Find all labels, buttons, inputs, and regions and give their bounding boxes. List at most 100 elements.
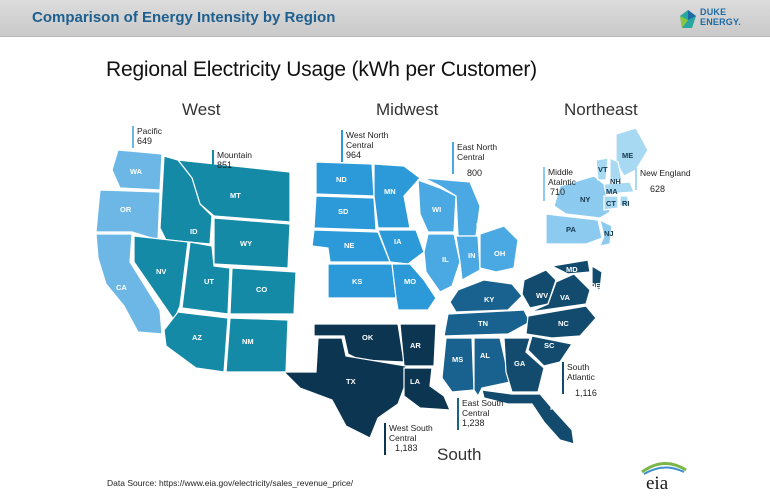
label-mi: MI [476, 221, 484, 230]
label-sc: SC [544, 341, 555, 350]
state-al [473, 337, 511, 398]
region-northeast: Northeast [564, 100, 638, 119]
state-mn [373, 163, 421, 229]
mountain-division [133, 155, 297, 373]
wnc-name1: West North [346, 130, 389, 140]
label-wv: WV [536, 291, 548, 300]
wsc-name2: Central [389, 433, 417, 443]
state-wa [111, 149, 163, 191]
state-il [423, 233, 461, 293]
label-sd: SD [338, 207, 349, 216]
label-or: OR [120, 205, 132, 214]
state-labels: WA OR CA MT ID WY NV UT CO AZ NM ND MN S… [116, 151, 633, 412]
state-ny [553, 175, 611, 219]
label-tx: TX [346, 377, 356, 386]
state-tx [282, 337, 407, 439]
label-de: DE [590, 281, 600, 290]
callout-new-england: New England 628 [635, 168, 691, 194]
duke-energy-logo: DUKE ENERGY. [678, 6, 756, 32]
label-ks: KS [352, 277, 362, 286]
esc-name1: East South [462, 398, 504, 408]
label-al: AL [480, 351, 490, 360]
label-nv: NV [156, 267, 166, 276]
label-id: ID [190, 227, 198, 236]
state-oh [479, 225, 519, 273]
state-ga [503, 337, 545, 393]
pacific-name: Pacific [137, 126, 163, 136]
label-ca: CA [116, 283, 127, 292]
callout-pacific: Pacific 649 [132, 126, 163, 148]
west-south-central-division [282, 323, 451, 439]
middle-atlantic-division [545, 175, 613, 247]
state-id [159, 155, 213, 245]
label-nd: ND [336, 175, 347, 184]
state-ct [603, 195, 619, 211]
label-ga: GA [514, 359, 526, 368]
state-nm [225, 317, 289, 373]
state-sc [527, 335, 573, 367]
label-az: AZ [192, 333, 202, 342]
logo-line1: DUKE [700, 7, 727, 17]
label-nm: NM [242, 337, 254, 346]
label-ms: MS [452, 355, 463, 364]
region-midwest: Midwest [376, 100, 439, 119]
pacific-value: 649 [137, 136, 153, 146]
label-mn: MN [384, 187, 396, 196]
state-md [550, 259, 591, 275]
state-wi [417, 179, 457, 233]
ma-name1: Middle [548, 167, 574, 177]
state-az [163, 311, 229, 373]
state-de [591, 264, 603, 291]
label-in: IN [468, 251, 476, 260]
label-co: CO [256, 285, 267, 294]
label-wa: WA [130, 167, 143, 176]
label-la: LA [410, 377, 421, 386]
region-west: West [182, 100, 221, 119]
mountain-value: 851 [217, 160, 233, 170]
sa-name1: South [567, 362, 590, 372]
state-va [529, 273, 591, 313]
label-md: MD [566, 265, 578, 274]
label-ok: OK [362, 333, 374, 342]
label-oh: OH [494, 249, 505, 258]
ne-name: New England [640, 168, 691, 178]
sa-value: 1,116 [575, 388, 597, 398]
label-ny: NY [580, 195, 590, 204]
wnc-value: 964 [346, 150, 362, 160]
state-or [95, 189, 161, 241]
state-nh [609, 157, 623, 183]
esc-name2: Central [462, 408, 490, 418]
region-south: South [437, 445, 482, 464]
eia-logo: eia [636, 458, 692, 494]
callout-south-atlantic: South Atlantic 1,116 [562, 362, 597, 398]
state-pa [545, 213, 603, 245]
state-ia [377, 229, 425, 265]
state-la [403, 367, 451, 411]
label-tn: TN [478, 319, 488, 328]
data-source: Data Source: https://www.eia.gov/electri… [107, 478, 354, 488]
state-ri [619, 195, 629, 207]
wsc-value: 1,183 [395, 443, 418, 453]
mountain-name: Mountain [217, 150, 252, 160]
label-mt: MT [230, 191, 241, 200]
label-nc: NC [558, 319, 569, 328]
state-ms [441, 337, 475, 393]
label-il: IL [442, 255, 449, 264]
south-atlantic-division [481, 259, 603, 445]
label-vt: VT [598, 165, 608, 174]
esc-value: 1,238 [462, 418, 485, 428]
label-ct: CT [606, 199, 616, 208]
enc-name2: Central [457, 152, 485, 162]
state-co [229, 267, 297, 315]
label-wi: WI [432, 205, 441, 214]
new-england-division [595, 127, 649, 211]
state-mo [391, 263, 437, 311]
sa-name2: Atlantic [567, 372, 595, 382]
state-vt [595, 157, 609, 181]
west-north-central-division [311, 161, 437, 311]
wnc-name2: Central [346, 140, 374, 150]
label-nh: NH [610, 177, 621, 186]
state-ky [449, 279, 523, 313]
label-ne: NE [344, 241, 354, 250]
